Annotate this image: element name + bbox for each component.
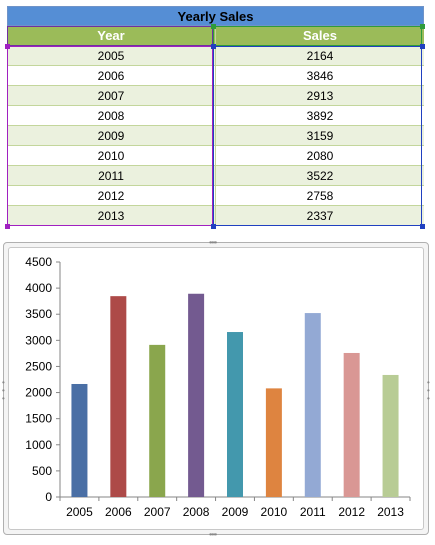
x-tick-label: 2013: [377, 505, 404, 519]
sales-cell[interactable]: 3159: [306, 129, 334, 143]
sales-cell[interactable]: 2080: [306, 149, 334, 163]
bottom-resize-grip[interactable]: ••••: [209, 530, 217, 539]
x-tick-label: 2006: [105, 505, 132, 519]
table-row: 2006 3846: [7, 66, 424, 86]
table-row: 2011 3522: [7, 166, 424, 186]
data-table: Yearly Sales Year Sales 2005 2164 2006 3846…: [7, 6, 424, 226]
y-tick-label: 2500: [25, 359, 52, 373]
bar-2010[interactable]: [265, 388, 282, 497]
x-tick-label: 2005: [66, 505, 93, 519]
bar-2013[interactable]: [382, 374, 399, 497]
x-tick-label: 2009: [222, 505, 249, 519]
x-tick-label: 2012: [338, 505, 365, 519]
year-cell[interactable]: 2009: [7, 126, 216, 145]
table-title[interactable]: Yearly Sales: [7, 6, 424, 26]
table-row: 2012 2758: [7, 186, 424, 206]
y-tick-label: 2000: [25, 386, 52, 400]
y-tick-label: 4500: [25, 255, 52, 269]
table-row: 2007 2913: [7, 86, 424, 106]
y-tick-label: 500: [32, 464, 52, 478]
y-tick-label: 4000: [25, 281, 52, 295]
y-tick-label: 1500: [25, 412, 52, 426]
y-tick-label: 3500: [25, 307, 52, 321]
y-tick-label: 1000: [25, 438, 52, 452]
year-cell[interactable]: 2010: [7, 146, 216, 165]
selection-handle[interactable]: [211, 224, 216, 229]
bar-2012[interactable]: [343, 352, 360, 497]
table-row: 2013 2337: [7, 206, 424, 226]
x-tick-label: 2011: [300, 505, 326, 519]
year-cell[interactable]: 2011: [7, 166, 216, 185]
selection-handle[interactable]: [211, 44, 216, 49]
sales-cell[interactable]: 2758: [306, 189, 334, 203]
bar-2006[interactable]: [110, 296, 127, 497]
bar-2005[interactable]: [71, 383, 88, 497]
chart-frame[interactable]: •••• •••• • • • • • • 0 500 1000 1500 2000 2500 30…: [2, 238, 430, 539]
bar-chart[interactable]: 0 500 1000 1500 2000 2500 3000 3500 4000 4500 2005…: [9, 248, 425, 531]
header-sales[interactable]: Sales: [303, 28, 337, 43]
top-resize-grip[interactable]: ••••: [209, 238, 217, 247]
year-cell[interactable]: 2006: [7, 66, 216, 85]
table-row: 2008 3892: [7, 106, 424, 126]
bar-2011[interactable]: [304, 313, 321, 497]
x-tick-label: 2007: [144, 505, 171, 519]
bar-2008[interactable]: [188, 293, 205, 497]
bar-2009[interactable]: [227, 332, 243, 497]
x-tick-label: 2008: [183, 505, 210, 519]
chart-area[interactable]: 0 500 1000 1500 2000 2500 3000 3500 4000 4500 2005…: [8, 247, 424, 530]
selection-handle[interactable]: [420, 224, 425, 229]
sales-cell[interactable]: 2164: [306, 49, 334, 63]
selection-handle[interactable]: [420, 44, 425, 49]
table-row: 2005 2164: [7, 46, 424, 66]
sales-cell[interactable]: 3892: [306, 109, 334, 123]
year-cell[interactable]: 2013: [7, 206, 216, 225]
sales-cell[interactable]: 2913: [306, 89, 334, 103]
y-tick-label: 0: [45, 490, 52, 504]
year-cell[interactable]: 2008: [7, 106, 216, 125]
table-row: 2010 2080: [7, 146, 424, 166]
right-resize-grip[interactable]: • • •: [427, 378, 430, 403]
table-row: 2009 3159: [7, 126, 424, 146]
table-body: 2005 2164 2006 3846 2007 2913 2008 3892 2009 3159…: [7, 46, 424, 226]
table-header-row: Year Sales: [7, 26, 424, 46]
selection-handle[interactable]: [420, 24, 425, 29]
year-cell[interactable]: 2012: [7, 186, 216, 205]
selection-handle[interactable]: [211, 24, 216, 29]
sales-cell[interactable]: 3522: [306, 169, 334, 183]
left-resize-grip[interactable]: • • •: [2, 378, 5, 403]
x-tick-label: 2010: [261, 505, 288, 519]
sales-cell[interactable]: 3846: [306, 69, 334, 83]
y-tick-label: 3000: [25, 333, 52, 347]
year-cell[interactable]: 2005: [7, 46, 216, 65]
sales-cell[interactable]: 2337: [306, 209, 334, 223]
selection-handle[interactable]: [5, 44, 10, 49]
bar-2007[interactable]: [149, 344, 166, 497]
selection-handle[interactable]: [5, 224, 10, 229]
header-year[interactable]: Year: [7, 26, 216, 46]
year-cell[interactable]: 2007: [7, 86, 216, 105]
